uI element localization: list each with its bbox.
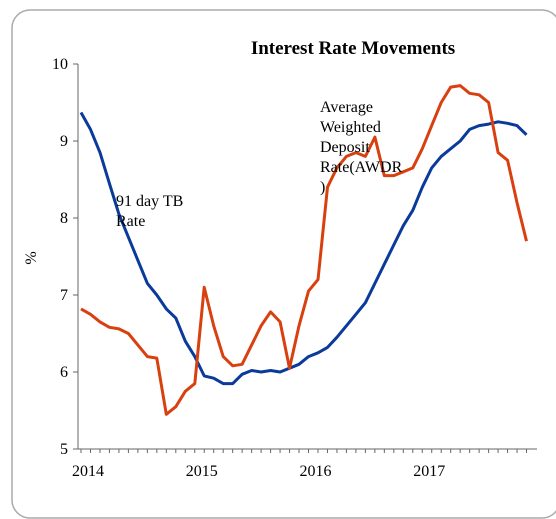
annotation: 91 day TB: [116, 193, 183, 210]
y-tick-label: 10: [52, 56, 68, 73]
x-tick-label: 2014: [72, 463, 104, 480]
x-tick-label: 2017: [413, 463, 445, 480]
annotation: Rate(AWDR: [320, 159, 403, 176]
chart-title: Interest Rate Movements: [251, 38, 455, 59]
series-line: [79, 111, 528, 386]
annotation: ): [320, 179, 325, 196]
x-tick-label: 2015: [186, 463, 218, 480]
y-tick-label: 8: [60, 210, 68, 227]
annotation: Rate: [116, 213, 145, 230]
annotation: Average: [320, 99, 373, 116]
annotation: Deposit: [320, 139, 370, 156]
frame: [11, 9, 556, 519]
x-tick-label: 2016: [300, 463, 332, 480]
y-tick-label: 5: [60, 441, 68, 458]
annotation: Weighted: [320, 119, 381, 136]
series-line: [80, 84, 528, 416]
y-tick-label: 7: [60, 287, 68, 304]
y-tick-label: 9: [60, 133, 68, 150]
y-axis-label: %: [23, 251, 40, 264]
y-tick-label: 6: [60, 364, 68, 381]
